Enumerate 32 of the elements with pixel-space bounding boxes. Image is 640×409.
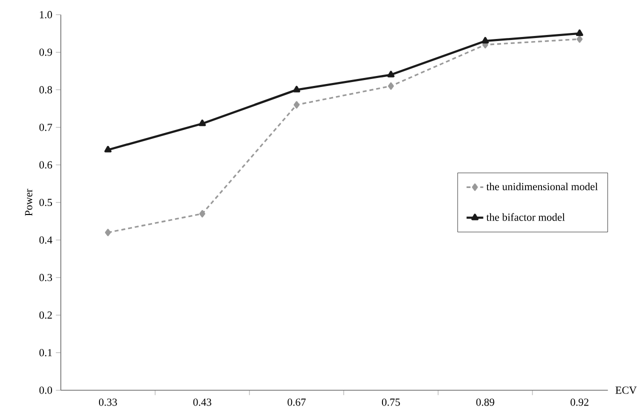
y-tick-label: 0.0 — [39, 386, 52, 394]
y-tick-label: 0.9 — [39, 48, 52, 56]
y-tick-label: 0.1 — [39, 348, 52, 356]
point — [482, 36, 489, 44]
y-tick-label: 1.0 — [40, 10, 52, 18]
y-tick-label: 0.4 — [39, 236, 52, 244]
point — [576, 29, 584, 36]
point — [576, 35, 583, 43]
legend-label: the bifactor model — [486, 213, 565, 221]
y-tick-label: 0.8 — [39, 86, 52, 94]
y-tick-label: 0.6 — [39, 161, 52, 168]
point — [292, 86, 300, 92]
point — [387, 70, 395, 78]
x-tick-label: 0.33 — [98, 398, 117, 406]
x-tick-label: 0.67 — [288, 398, 306, 406]
point — [388, 82, 394, 90]
point — [198, 120, 206, 126]
point — [294, 101, 300, 108]
y-tick-label: 0.7 — [39, 124, 52, 131]
y-axis-title: Power — [25, 188, 32, 216]
point — [104, 228, 111, 236]
x-tick-label: 0.92 — [570, 398, 588, 406]
y-tick-label: 0.5 — [39, 198, 52, 206]
y-tick-label: 0.2 — [39, 311, 52, 319]
x-tick-label: 0.75 — [382, 398, 400, 406]
y-tick-label: 0.3 — [39, 274, 52, 282]
point — [199, 210, 206, 218]
x-tick-label: 0.43 — [193, 398, 212, 406]
x-axis-title: ECV — [616, 386, 637, 394]
x-tick-label: 0.89 — [476, 398, 494, 406]
point — [104, 146, 112, 152]
legend-label: the unidimensional model — [486, 182, 598, 190]
